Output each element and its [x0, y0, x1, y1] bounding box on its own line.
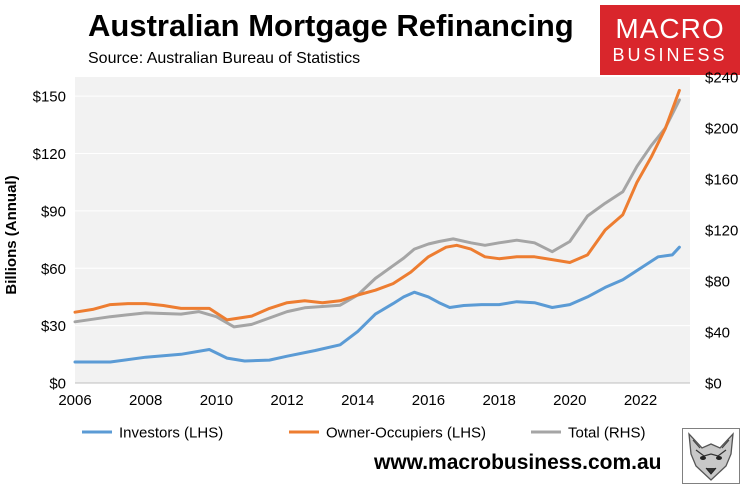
x-tick-label: 2012 [270, 392, 303, 409]
right-tick-label: $40 [705, 325, 730, 342]
fox-logo-icon [682, 428, 740, 484]
right-tick-label: $240 [705, 70, 738, 87]
right-tick-label: $120 [705, 223, 738, 240]
x-tick-label: 2006 [58, 392, 91, 409]
x-tick-label: 2014 [341, 392, 374, 409]
plot-area [75, 77, 690, 383]
right-tick-label: $160 [705, 172, 738, 189]
right-tick-label: $200 [705, 121, 738, 138]
left-axis-ticks: $0 $30 $60 $90 $120 $150 [33, 89, 66, 393]
series-line-investors [73, 245, 681, 364]
right-tick-label: $80 [705, 274, 730, 291]
chart-source: Source: Australian Bureau of Statistics [88, 50, 361, 67]
left-tick-label: $90 [41, 203, 66, 220]
y-axis-label: Billions (Annual) [3, 175, 20, 294]
right-axis-ticks: $0 $40 $80 $120 $160 $200 $240 [705, 70, 738, 393]
left-tick-label: $120 [33, 146, 66, 163]
x-tick-label: 2018 [482, 392, 515, 409]
legend-label: Owner-Occupiers (LHS) [326, 425, 486, 442]
legend-label: Investors (LHS) [119, 425, 223, 442]
legend-label: Total (RHS) [568, 425, 646, 442]
macrobusiness-logo[interactable]: MACRO BUSINESS [600, 5, 740, 75]
logo-line-1: MACRO [615, 13, 725, 44]
left-tick-label: $0 [49, 376, 66, 393]
logo-line-2: BUSINESS [612, 45, 728, 65]
x-tick-label: 2022 [624, 392, 657, 409]
series-line-owner-occupiers [73, 88, 681, 322]
x-tick-label: 2020 [553, 392, 586, 409]
series-line-total [73, 98, 681, 329]
website-url[interactable]: www.macrobusiness.com.au [374, 451, 662, 474]
series-lines [73, 88, 681, 364]
x-axis-ticks: 2006 2008 2010 2012 2014 2016 2018 2020 2022 [58, 392, 657, 409]
left-tick-label: $150 [33, 89, 66, 106]
right-tick-label: $0 [705, 376, 722, 393]
legend: Investors (LHS) Owner-Occupiers (LHS) Tota… [82, 425, 646, 442]
left-tick-label: $60 [41, 261, 66, 278]
gridlines [75, 95, 690, 384]
x-tick-label: 2016 [412, 392, 445, 409]
x-tick-label: 2010 [200, 392, 233, 409]
left-tick-label: $30 [41, 318, 66, 335]
x-tick-label: 2008 [129, 392, 162, 409]
chart-title: Australian Mortgage Refinancing [88, 8, 574, 43]
